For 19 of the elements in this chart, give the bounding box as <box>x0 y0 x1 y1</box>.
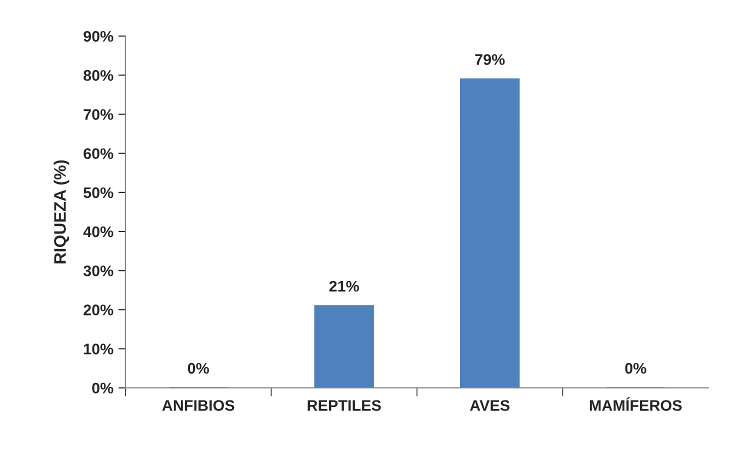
y-tick-label: 80% <box>84 70 114 81</box>
x-tick-label: REPTILES <box>308 400 381 411</box>
y-tick-label: 10% <box>84 344 114 354</box>
y-tick-label: 90% <box>84 30 114 42</box>
data-label: 0% <box>625 362 646 374</box>
data-label: 0% <box>188 362 209 374</box>
y-tick-label: 0% <box>92 382 114 394</box>
x-tick-label: AVES <box>470 400 510 411</box>
y-tick-label: 40% <box>83 226 114 238</box>
data-label: 21% <box>329 280 359 292</box>
y-tick-label: 60% <box>84 148 114 160</box>
y-tick-label: 20% <box>84 304 114 316</box>
y-axis-title: RIQUEZA (%) <box>54 160 70 264</box>
y-tick-label: 70% <box>84 109 114 120</box>
y-tick-label: 30% <box>83 265 114 276</box>
data-label: 79% <box>475 54 505 65</box>
y-tick-label: 50% <box>84 187 114 198</box>
x-tick-label: MAMÍFEROS <box>590 397 682 411</box>
x-tick-label: ANFIBIOS <box>162 400 234 411</box>
